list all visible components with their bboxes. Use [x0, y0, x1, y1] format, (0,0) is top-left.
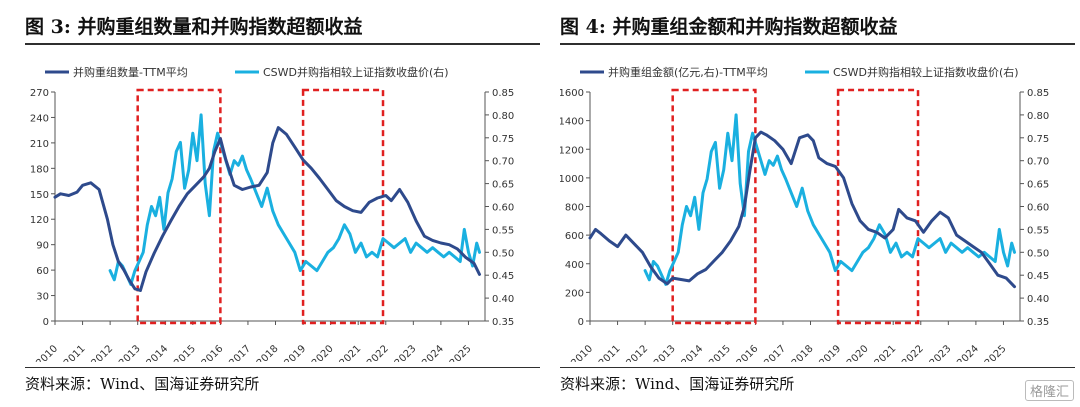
y-tick-label-left: 30 [36, 292, 49, 303]
x-tick-label: 2019 [817, 343, 843, 362]
x-tick-label: 2020 [845, 343, 871, 362]
x-tick-label: 2015 [172, 343, 198, 362]
x-tick-label: 2016 [200, 343, 226, 362]
x-tick-label: 2016 [735, 343, 761, 362]
y-tick-label-right: 0.45 [1027, 271, 1049, 282]
x-tick-label: 2023 [928, 343, 954, 362]
left-source-rule [25, 367, 540, 368]
y-tick-label-left: 1400 [560, 117, 584, 128]
right-chart: 并购重组金额(亿元,右)-TTM平均 CSWD并购指相较上证指数收盘价(右) 0 20… [560, 65, 1049, 362]
y-tick-label-left: 1200 [560, 145, 584, 156]
legend-label-1: 并购重组数量-TTM平均 [73, 65, 188, 79]
x-tick-label: 2013 [117, 343, 143, 362]
watermark-logo: 格隆汇 [1024, 380, 1074, 401]
x-tick-label: 2022 [365, 343, 391, 362]
x-tick-label: 2010 [34, 343, 60, 362]
series-line-1 [588, 130, 1016, 289]
x-tick-label: 2017 [227, 343, 253, 362]
x-tick-label: 2021 [338, 343, 364, 362]
y-tick-label-right: 0.60 [492, 203, 514, 214]
y-tick-label-left: 1600 [560, 88, 584, 99]
y-tick-label-right: 0.45 [492, 271, 514, 282]
x-tick-label: 2022 [900, 343, 926, 362]
y-tick-label-left: 180 [30, 164, 49, 175]
y-tick-label-right: 0.60 [1027, 203, 1049, 214]
y-tick-label-left: 600 [565, 231, 584, 242]
y-tick-label-left: 270 [30, 88, 49, 99]
y-tick-label-left: 400 [565, 260, 584, 271]
y-tick-label-right: 0.75 [492, 134, 514, 145]
x-tick-label: 2011 [62, 343, 88, 362]
y-tick-label-left: 120 [30, 215, 49, 226]
y-tick-label-right: 0.85 [1027, 88, 1049, 99]
highlight-box-1 [671, 88, 757, 325]
highlight-box-2 [836, 88, 920, 325]
y-tick-label-right: 0.80 [1027, 111, 1049, 122]
y-tick-label-left: 240 [30, 113, 49, 124]
y-tick-label-right: 0.55 [492, 225, 514, 236]
y-tick-label-right: 0.70 [492, 157, 514, 168]
y-tick-label-right: 0.80 [492, 111, 514, 122]
y-tick-label-left: 1000 [560, 174, 584, 185]
y-tick-label-right: 0.85 [492, 88, 514, 99]
left-chart: 并购重组数量-TTM平均 CSWD并购指相较上证指数收盘价(右) 0 30 60 90 12… [30, 65, 514, 362]
y-tick-label-right: 0.40 [1027, 294, 1049, 305]
right-panel: 图 4: 并购重组金额和并购指数超额收益 并购重组金额(亿元,右)-TTM平均 C… [560, 0, 1075, 407]
x-tick-label: 2012 [89, 343, 115, 362]
x-tick-label: 2014 [680, 343, 706, 362]
x-tick-label: 2019 [282, 343, 308, 362]
y-tick-label-right: 0.50 [492, 248, 514, 259]
x-tick-label: 2025 [448, 343, 474, 362]
x-tick-label: 2012 [624, 343, 650, 362]
right-title-rule [560, 43, 1075, 45]
y-tick-label-right: 0.35 [492, 317, 514, 328]
x-tick-label: 2021 [873, 343, 899, 362]
y-tick-label-right: 0.70 [1027, 157, 1049, 168]
y-tick-label-right: 0.75 [1027, 134, 1049, 145]
left-source-note: 资料来源：Wind、国海证券研究所 [25, 375, 260, 393]
legend-label-2: CSWD并购指相较上证指数收盘价(右) [263, 65, 449, 79]
x-tick-label: 2025 [983, 343, 1009, 362]
y-tick-label-right: 0.35 [1027, 317, 1049, 328]
y-tick-label-left: 0 [43, 317, 49, 328]
series-line-2 [643, 113, 1016, 286]
right-source-note: 资料来源：Wind、国海证券研究所 [560, 375, 795, 393]
x-tick-label: 2024 [955, 343, 981, 362]
left-title-rule [25, 43, 540, 45]
legend-label-1: 并购重组金额(亿元,右)-TTM平均 [608, 65, 768, 79]
y-tick-label-right: 0.65 [1027, 180, 1049, 191]
y-tick-label-left: 150 [30, 190, 49, 201]
x-tick-label: 2023 [393, 343, 419, 362]
left-chart-title: 图 3: 并购重组数量和并购指数超额收益 [25, 16, 363, 38]
highlight-box-1 [136, 88, 222, 325]
y-tick-label-right: 0.55 [1027, 225, 1049, 236]
y-tick-label-left: 200 [565, 288, 584, 299]
y-tick-label-left: 0 [578, 317, 584, 328]
y-tick-label-right: 0.50 [1027, 248, 1049, 259]
y-tick-label-right: 0.40 [492, 294, 514, 305]
x-tick-label: 2015 [707, 343, 733, 362]
y-tick-label-left: 800 [565, 203, 584, 214]
y-tick-label-left: 210 [30, 139, 49, 150]
x-tick-label: 2024 [420, 343, 446, 362]
x-tick-label: 2020 [310, 343, 336, 362]
highlight-box-2 [301, 88, 385, 325]
y-tick-label-left: 90 [36, 241, 49, 252]
right-source-rule [560, 367, 1075, 368]
series-line-1 [53, 126, 481, 292]
legend-label-2: CSWD并购指相较上证指数收盘价(右) [833, 65, 1019, 79]
right-chart-title: 图 4: 并购重组金额和并购指数超额收益 [560, 16, 898, 38]
left-panel: 图 3: 并购重组数量和并购指数超额收益 并购重组数量-TTM平均 CSWD并购指… [25, 0, 540, 407]
y-tick-label-left: 60 [36, 266, 49, 277]
x-tick-label: 2011 [597, 343, 623, 362]
x-tick-label: 2017 [762, 343, 788, 362]
x-tick-label: 2018 [255, 343, 281, 362]
x-tick-label: 2014 [145, 343, 171, 362]
y-tick-label-right: 0.65 [492, 180, 514, 191]
series-line-2 [108, 113, 481, 286]
x-tick-label: 2013 [652, 343, 678, 362]
x-tick-label: 2010 [569, 343, 595, 362]
x-tick-label: 2018 [790, 343, 816, 362]
